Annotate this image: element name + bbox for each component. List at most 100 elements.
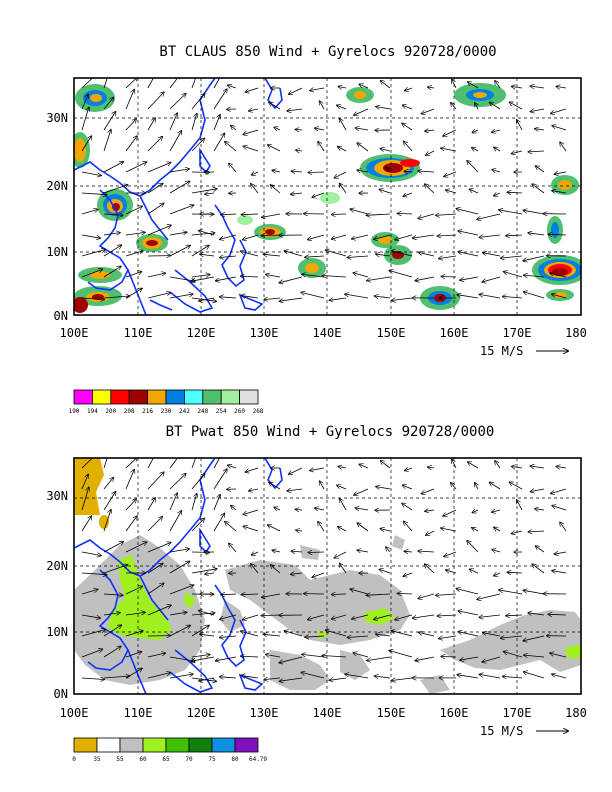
- wind-vector: [421, 108, 435, 114]
- wind-vector: [291, 171, 303, 172]
- wind-vector: [241, 594, 259, 595]
- wind-vector: [337, 105, 347, 110]
- wind-vector: [472, 510, 479, 513]
- colorbar-label: 65: [162, 756, 170, 763]
- wind-vector: [441, 277, 457, 278]
- wind-vector: [216, 276, 237, 281]
- wind-vector: [403, 572, 413, 576]
- colorbar-swatch: [220, 389, 240, 405]
- colorbar-swatch: [119, 737, 144, 753]
- wind-vector: [499, 210, 523, 215]
- wind-vector: [191, 138, 204, 152]
- wind-vector: [391, 251, 413, 257]
- wind-vector: [479, 294, 501, 299]
- wind-vector: [213, 458, 222, 469]
- wind-vector: [249, 489, 259, 491]
- wind-vector: [375, 296, 391, 298]
- colorbar-swatch: [234, 737, 259, 753]
- wind-vector: [357, 550, 369, 552]
- wind-vector: [205, 573, 215, 574]
- wind-vector: [243, 234, 259, 240]
- top-x-tick: 170E: [503, 326, 532, 340]
- wind-vector: [389, 651, 413, 658]
- wind-vector: [225, 522, 237, 532]
- colorbar-label: 80: [231, 756, 239, 763]
- wind-vector: [532, 564, 545, 574]
- wind-vector: [103, 214, 123, 215]
- colorbar-label: 260: [234, 408, 245, 415]
- wind-vector: [530, 86, 545, 88]
- wind-vector: [472, 148, 479, 151]
- wind-vector: [103, 625, 121, 637]
- wind-vector: [251, 564, 259, 574]
- colorbar-swatch: [211, 737, 236, 753]
- wind-vector: [536, 166, 545, 173]
- wind-vector: [125, 251, 143, 257]
- top-x-tick: 110E: [124, 326, 153, 340]
- wind-vector: [436, 594, 457, 595]
- top-map-frame: [73, 77, 582, 316]
- wind-vector: [228, 465, 237, 468]
- colorbar-label: 35: [93, 756, 101, 763]
- wind-vector: [263, 254, 281, 256]
- wind-vector: [441, 657, 457, 658]
- wind-vector: [376, 487, 391, 489]
- wind-vector: [169, 294, 193, 299]
- bottom-y-tick: 0N: [54, 687, 68, 701]
- wind-vector: [305, 636, 325, 637]
- wind-vector: [216, 656, 237, 661]
- wind-vector: [169, 626, 190, 637]
- colorbar-label: 216: [142, 408, 153, 415]
- wind-vector: [357, 143, 369, 152]
- wind-vector: [252, 552, 259, 555]
- wind-vector: [403, 105, 413, 110]
- wind-vector: [554, 172, 567, 174]
- wind-vector: [261, 615, 281, 616]
- wind-vector: [125, 232, 145, 236]
- wind-vector: [380, 529, 391, 531]
- wind-vector: [367, 594, 391, 595]
- wind-vector: [374, 614, 391, 619]
- wind-vector: [274, 127, 281, 130]
- wind-vector: [512, 151, 523, 154]
- wind-vector: [326, 250, 347, 257]
- wind-vector: [353, 653, 369, 658]
- wind-vector: [381, 81, 391, 89]
- wind-vector: [367, 214, 391, 215]
- top-y-tick: 0N: [54, 309, 68, 323]
- wind-vector: [241, 276, 259, 277]
- wind-vector: [332, 594, 347, 595]
- wind-vector: [357, 170, 369, 172]
- wind-vector: [398, 213, 413, 214]
- wind-vector: [312, 192, 325, 197]
- wind-vector: [103, 185, 128, 194]
- wind-vector: [169, 674, 193, 679]
- wind-vector: [345, 294, 369, 299]
- colorbar-swatch: [188, 737, 213, 753]
- wind-vector: [147, 184, 163, 194]
- wind-vector: [494, 527, 501, 531]
- wind-vector: [532, 184, 545, 194]
- wind-vector: [550, 653, 567, 658]
- wind-vector: [272, 170, 281, 172]
- wind-vector: [381, 461, 391, 469]
- wind-vector: [199, 231, 215, 236]
- wind-vector: [231, 506, 237, 511]
- wind-vector: [355, 508, 369, 510]
- colorbar-label: 208: [124, 408, 135, 415]
- wind-vector: [426, 150, 435, 155]
- wind-vector: [492, 130, 501, 132]
- wind-vector: [103, 112, 116, 131]
- wind-vector: [308, 552, 325, 553]
- wind-vector: [125, 78, 137, 89]
- wind-vector: [452, 459, 457, 469]
- wind-vector: [147, 583, 164, 595]
- wind-vector: [213, 133, 225, 152]
- bottom-x-tick: 140E: [313, 706, 342, 720]
- bottom-y-tick: 10N: [46, 625, 68, 639]
- wind-vector: [169, 181, 190, 194]
- wind-vector: [302, 654, 325, 658]
- wind-vector: [503, 296, 523, 298]
- wind-vector: [147, 293, 170, 299]
